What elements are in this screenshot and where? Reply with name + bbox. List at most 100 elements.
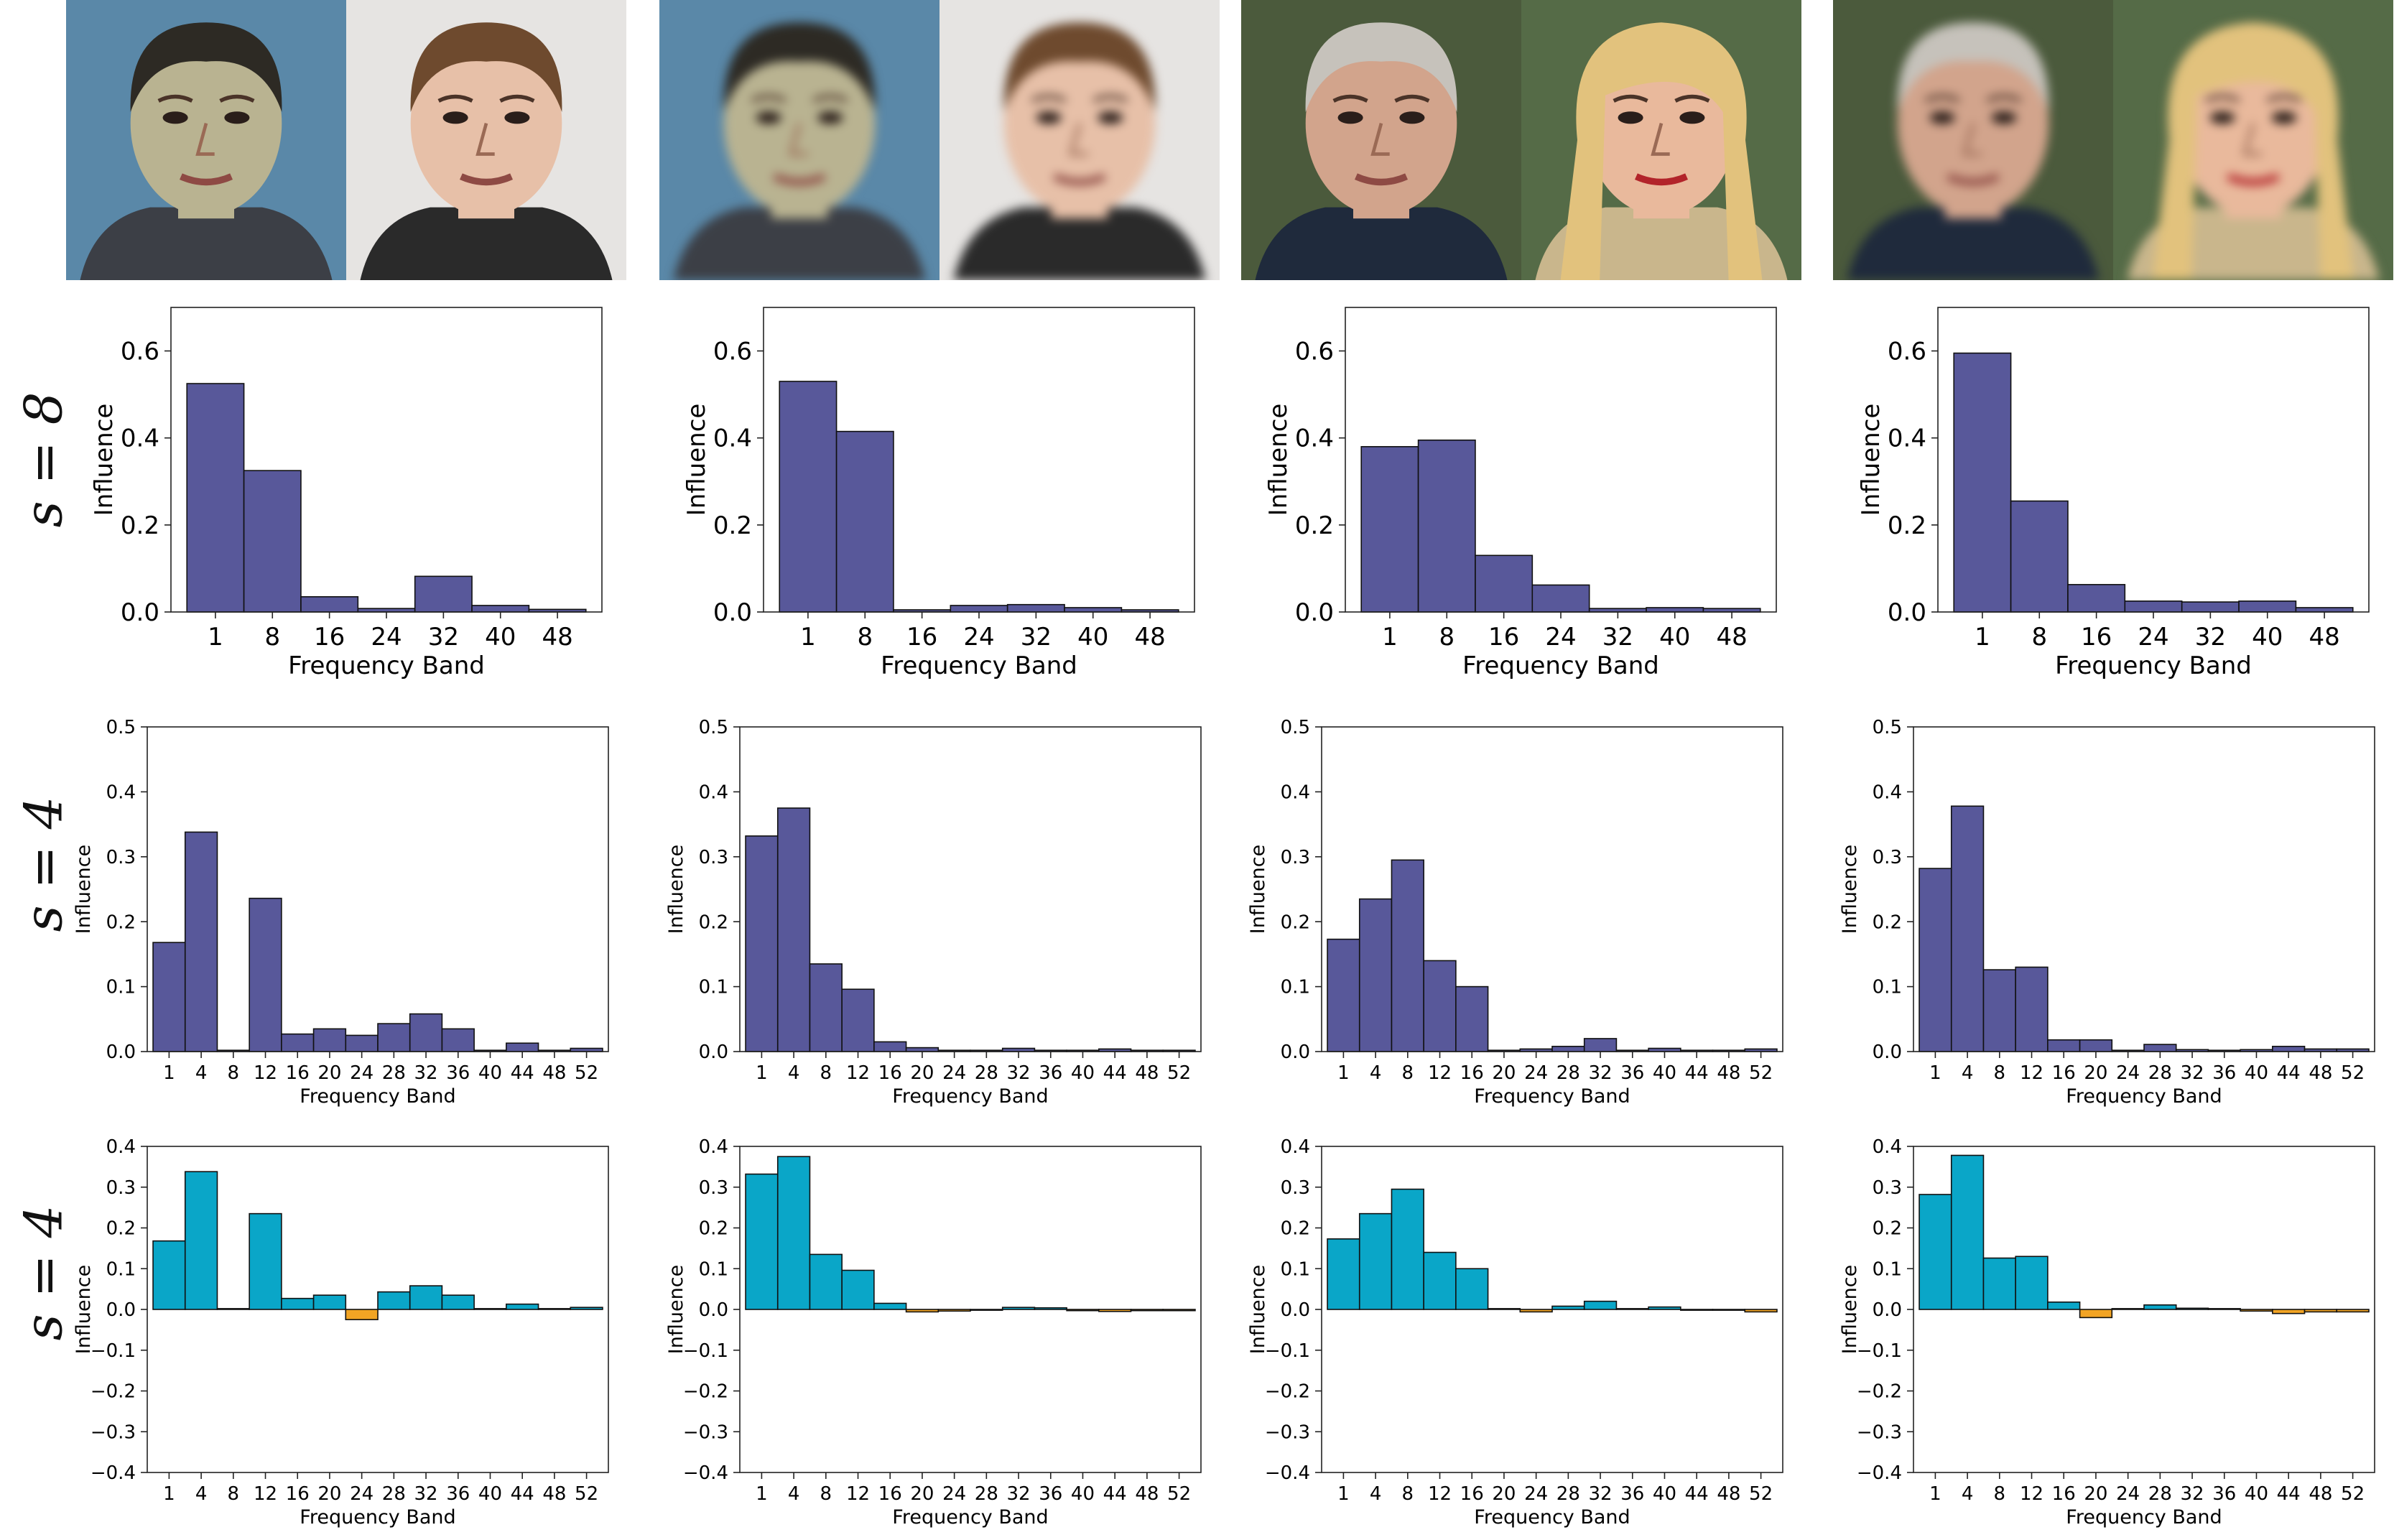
y-tick-label: 0.1 <box>699 977 728 998</box>
x-tick-label: 28 <box>382 1483 406 1505</box>
x-axis-label: Frequency Band <box>892 1085 1048 1108</box>
y-tick-label: 0.2 <box>121 511 159 540</box>
x-tick-label: 44 <box>511 1062 534 1084</box>
x-tick-label: 24 <box>1524 1062 1548 1084</box>
y-tick-label: 0.4 <box>106 1136 136 1158</box>
bar-16 <box>2047 1301 2081 1310</box>
x-tick-label: 8 <box>820 1062 832 1084</box>
bar-4 <box>776 807 811 1052</box>
x-tick-label: 12 <box>2020 1483 2043 1505</box>
x-tick-label: 40 <box>1653 1062 1676 1084</box>
y-tick-label: 0.0 <box>1295 598 1334 627</box>
bar-12 <box>2015 1256 2049 1310</box>
x-tick-label: 8 <box>228 1062 240 1084</box>
y-tick-label: 0.5 <box>1281 717 1310 738</box>
x-tick-label: 52 <box>2341 1062 2365 1084</box>
x-tick-label: 20 <box>2084 1483 2107 1505</box>
y-tick-label: 0.0 <box>699 1299 728 1321</box>
x-axis-label: Frequency Band <box>2066 1085 2222 1108</box>
y-tick-label: 0.0 <box>713 598 752 627</box>
bar-1 <box>745 1173 779 1310</box>
bar-1 <box>1919 868 1952 1052</box>
axes-frame <box>1913 726 2375 1052</box>
y-axis-label: Influence <box>1264 404 1293 516</box>
x-tick-label: 48 <box>2309 623 2339 651</box>
x-tick-label: 44 <box>2277 1062 2301 1084</box>
bar-8 <box>1391 859 1424 1052</box>
x-tick-label: 44 <box>1685 1062 1709 1084</box>
x-tick-label: 32 <box>1589 1483 1613 1505</box>
axes-frame <box>1321 726 1783 1052</box>
x-tick-label: 32 <box>2195 623 2226 651</box>
y-tick-label: −0.4 <box>683 1462 728 1484</box>
x-tick-label: 52 <box>1749 1483 1773 1505</box>
bar-28 <box>377 1291 411 1310</box>
x-tick-label: 4 <box>195 1483 208 1505</box>
y-tick-label: 0.0 <box>1281 1042 1310 1063</box>
y-tick-label: 0.2 <box>1281 912 1310 933</box>
x-tick-label: 16 <box>2052 1062 2076 1084</box>
face-photo-young-man-dark-hair <box>659 0 939 280</box>
x-tick-label: 24 <box>1524 1483 1548 1505</box>
x-tick-label: 1 <box>756 1062 768 1084</box>
y-tick-label: 0.1 <box>106 1258 136 1280</box>
y-tick-label: 0.6 <box>121 337 159 366</box>
x-tick-label: 8 <box>1402 1483 1414 1505</box>
y-tick-label: 0.4 <box>1873 782 1902 804</box>
y-axis-label: Influence <box>73 845 95 934</box>
y-tick-label: −0.3 <box>91 1421 136 1443</box>
bar-4 <box>1950 805 1985 1052</box>
x-tick-label: 4 <box>1962 1483 1974 1505</box>
bar-20 <box>312 1028 347 1052</box>
x-tick-label: 32 <box>414 1483 438 1505</box>
x-tick-label: 48 <box>2309 1062 2332 1084</box>
bar-12 <box>1423 1251 1457 1310</box>
face-pair-3 <box>1241 0 1801 280</box>
x-tick-label: 8 <box>1439 623 1455 651</box>
x-tick-label: 40 <box>1071 1483 1095 1505</box>
face-photo-blonde-woman <box>1521 0 1801 280</box>
x-tick-label: 16 <box>878 1062 902 1084</box>
x-tick-label: 52 <box>1167 1062 1191 1084</box>
y-tick-label: 0.5 <box>699 717 728 738</box>
y-tick-label: 0.2 <box>713 511 752 540</box>
x-tick-label: 32 <box>428 623 459 651</box>
y-tick-label: −0.1 <box>1857 1340 1902 1362</box>
x-tick-label: 4 <box>1370 1062 1382 1084</box>
x-tick-label: 48 <box>1716 623 1747 651</box>
x-tick-label: 40 <box>478 1062 502 1084</box>
bar-8 <box>1417 439 1476 613</box>
x-tick-label: 12 <box>254 1062 277 1084</box>
y-tick-label: 0.3 <box>699 1177 728 1199</box>
face-drawing <box>1847 22 2100 280</box>
x-tick-label: 24 <box>2116 1483 2140 1505</box>
y-axis-label: Influence <box>665 1265 687 1354</box>
y-tick-label: 0.2 <box>106 912 136 933</box>
x-tick-label: 28 <box>382 1062 406 1084</box>
y-tick-label: 0.0 <box>1873 1042 1902 1063</box>
bar-36 <box>441 1294 475 1310</box>
axes-frame <box>739 726 1202 1052</box>
y-tick-label: 0.1 <box>699 1258 728 1280</box>
y-tick-label: −0.2 <box>1857 1381 1902 1403</box>
y-tick-label: −0.1 <box>1265 1340 1310 1362</box>
y-tick-label: 0.1 <box>1873 977 1902 998</box>
y-tick-label: 0.5 <box>1873 717 1902 738</box>
face-photo-grey-haired-man <box>1833 0 2113 280</box>
bar-1 <box>1919 1194 1952 1310</box>
y-tick-label: 0.0 <box>1281 1299 1310 1321</box>
y-tick-label: 0.4 <box>1281 782 1310 804</box>
y-tick-label: 0.0 <box>106 1042 136 1063</box>
face-photo-young-man-dark-hair <box>66 0 346 280</box>
x-tick-label: 40 <box>478 1483 502 1505</box>
x-tick-label: 40 <box>2252 623 2283 651</box>
x-tick-label: 52 <box>575 1062 598 1084</box>
x-tick-label: 36 <box>1039 1062 1062 1084</box>
bar-4 <box>184 831 218 1052</box>
bar-8 <box>809 963 843 1052</box>
x-tick-label: 12 <box>846 1483 870 1505</box>
x-tick-label: 1 <box>1337 1483 1350 1505</box>
